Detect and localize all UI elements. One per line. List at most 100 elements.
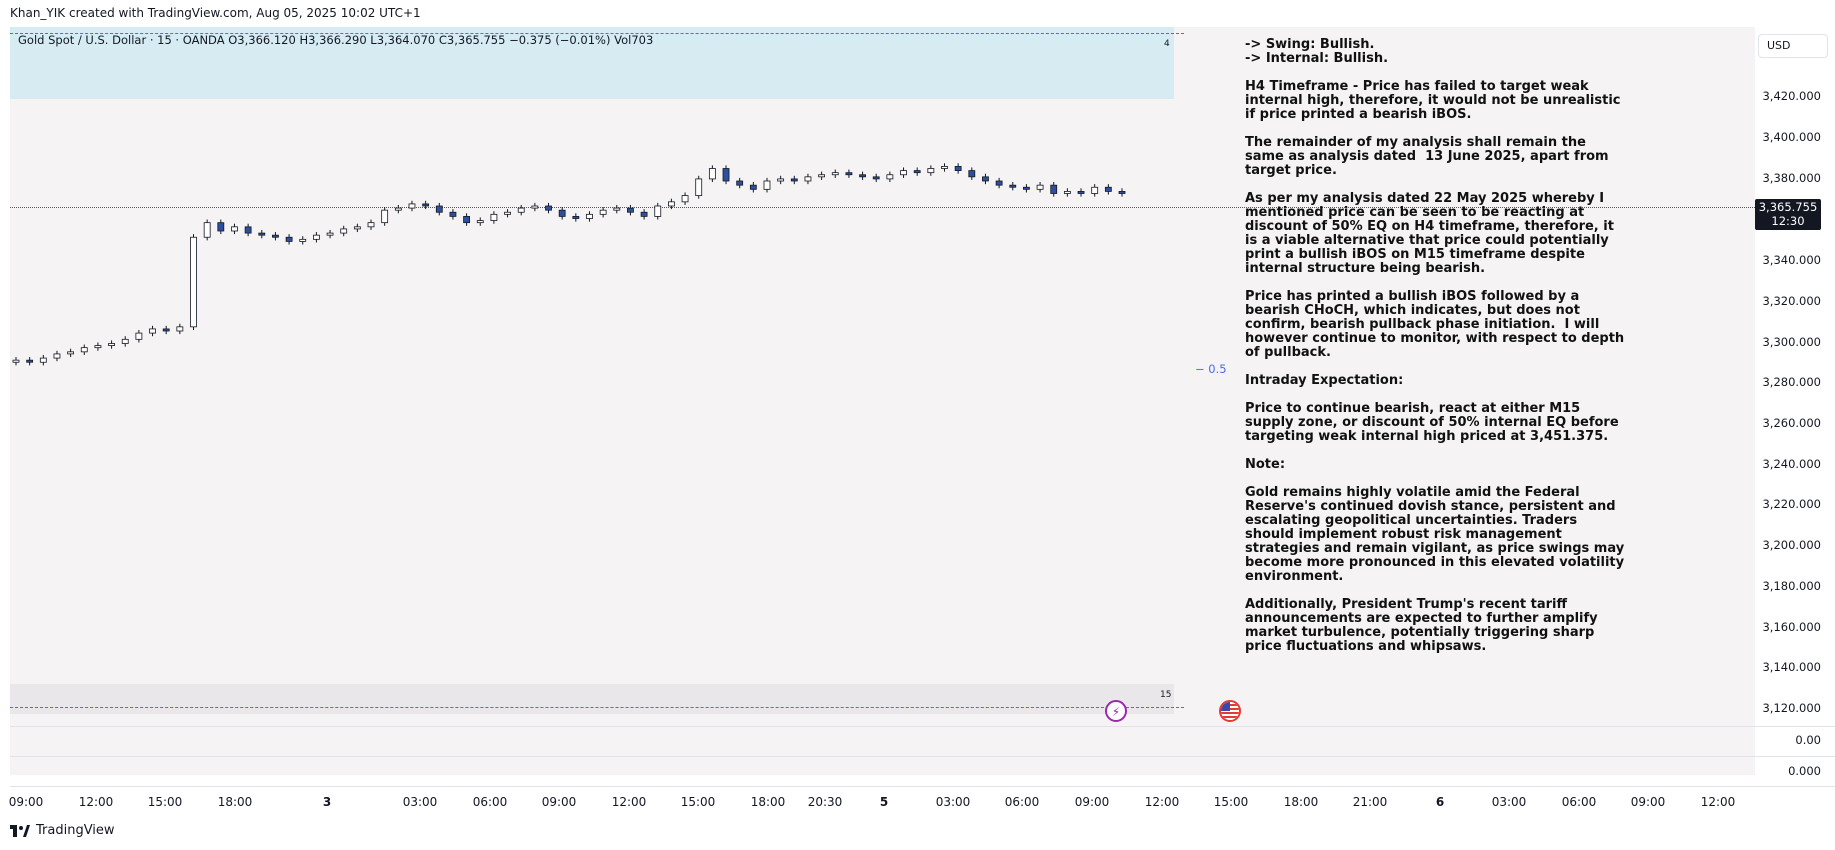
candle-body [1104, 186, 1112, 192]
candle-body [913, 170, 921, 174]
time-tick: 09:00 [8, 795, 44, 809]
candle-body [244, 226, 252, 234]
analysis-paragraph: Additionally, President Trump's recent t… [1245, 597, 1603, 654]
panel-divider[interactable] [10, 756, 1835, 757]
candle-body [872, 176, 880, 180]
price-tick: 3,300.000 [1762, 335, 1821, 349]
lightning-icon[interactable]: ⚡ [1105, 700, 1127, 722]
time-tick: 03:00 [1491, 795, 1527, 809]
time-tick: 09:00 [1630, 795, 1666, 809]
candle-body [39, 357, 47, 363]
currency-selector[interactable]: USD [1758, 34, 1828, 58]
candle-body [67, 351, 75, 355]
panel2-value: 0.000 [1788, 764, 1821, 778]
candle-body [231, 226, 238, 232]
time-tick: 12:00 [1700, 795, 1736, 809]
candle-body [818, 174, 826, 178]
price-tick: 3,380.000 [1762, 171, 1821, 185]
time-tick: 12:00 [1144, 795, 1180, 809]
candle-body [272, 234, 279, 238]
analysis-paragraph: Gold remains highly volatile amid the Fe… [1245, 485, 1625, 584]
time-tick: 12:00 [78, 795, 114, 809]
candle-body [490, 213, 498, 221]
candle-body [572, 216, 580, 219]
candle-body [80, 347, 88, 353]
candle-body [299, 238, 307, 242]
panel-divider [10, 786, 1835, 787]
candle-body [627, 207, 634, 213]
zone-top-dashed-line [10, 33, 1184, 34]
time-tick: 12:00 [611, 795, 647, 809]
zone-bottom-dashed-line [10, 707, 1184, 708]
candle-body [26, 359, 34, 363]
chart-area[interactable] [10, 27, 1755, 775]
time-tick: 21:00 [1352, 795, 1388, 809]
price-tick: 3,260.000 [1762, 416, 1821, 430]
price-tick: 3,340.000 [1762, 253, 1821, 267]
price-axis[interactable]: 3,420.000 3,400.000 3,380.000 3,340.000 … [1755, 27, 1835, 778]
time-tick: 03:00 [402, 795, 438, 809]
us-flag-icon[interactable] [1219, 700, 1241, 722]
candle-body [777, 178, 785, 182]
candle-body [1118, 191, 1126, 194]
candle-body [367, 222, 375, 228]
candle-body [900, 170, 907, 176]
candle-body [790, 178, 798, 182]
price-tick: 3,220.000 [1762, 497, 1821, 511]
time-axis[interactable]: 09:00 12:00 15:00 18:00 3 03:00 06:00 09… [8, 788, 1755, 816]
time-tick: 15:00 [147, 795, 183, 809]
candle-body [1091, 186, 1099, 194]
panel1-value: 0.00 [1795, 733, 1821, 747]
candle-body [504, 211, 511, 215]
analysis-text: -> Swing: Bullish. -> Internal: Bullish.… [1245, 38, 1625, 668]
candle-body [968, 170, 976, 178]
analysis-paragraph: -> Swing: Bullish. -> Internal: Bullish. [1245, 37, 1389, 66]
candle-body [476, 220, 484, 224]
candle-body [394, 207, 402, 211]
candle-body [736, 180, 744, 186]
footer-brand[interactable]: TradingView [10, 823, 115, 838]
candle-body [94, 345, 102, 349]
analysis-paragraph: As per my analysis dated 22 May 2025 whe… [1245, 191, 1619, 276]
price-tick: 3,160.000 [1762, 620, 1821, 634]
candle-body [558, 209, 566, 217]
time-tick: 6 [1435, 795, 1445, 809]
candle-body [995, 180, 1003, 186]
price-tick: 3,320.000 [1762, 294, 1821, 308]
candle-body [435, 205, 443, 213]
panel-divider[interactable] [10, 726, 1835, 727]
candle-body [1063, 191, 1071, 194]
candle-body [449, 211, 457, 217]
candle-body [708, 168, 716, 180]
analysis-paragraph: Price to continue bearish, react at eith… [1245, 401, 1624, 444]
candle-body [340, 228, 348, 234]
candle-body [954, 166, 962, 171]
candle-body [463, 216, 470, 224]
candle-body [408, 203, 416, 209]
symbol-legend[interactable]: Gold Spot / U.S. Dollar · 15 · OANDA O3,… [18, 33, 654, 47]
time-tick: 06:00 [472, 795, 508, 809]
candle-body [326, 232, 334, 236]
candle-body [1036, 184, 1044, 190]
candle-body [1023, 186, 1030, 190]
candle-body [640, 211, 648, 217]
time-tick: 15:00 [680, 795, 716, 809]
candle-body [285, 236, 293, 242]
time-tick: 06:00 [1004, 795, 1040, 809]
candle-body [586, 213, 593, 219]
candle-body [217, 222, 225, 232]
candle-body [1050, 184, 1058, 194]
analysis-paragraph: The remainder of my analysis shall remai… [1245, 135, 1614, 178]
candle-body [1009, 184, 1017, 188]
price-tick: 3,400.000 [1762, 130, 1821, 144]
time-tick: 3 [322, 795, 332, 809]
candle-body [654, 205, 662, 217]
bar-countdown: 12:30 [1771, 214, 1805, 228]
price-tick: 3,180.000 [1762, 579, 1821, 593]
candle-body [53, 353, 61, 359]
price-tick: 3,240.000 [1762, 457, 1821, 471]
candlestick-canvas [12, 163, 1126, 366]
candle-body [312, 234, 320, 240]
candle-body [845, 172, 853, 176]
time-tick: 5 [879, 795, 889, 809]
